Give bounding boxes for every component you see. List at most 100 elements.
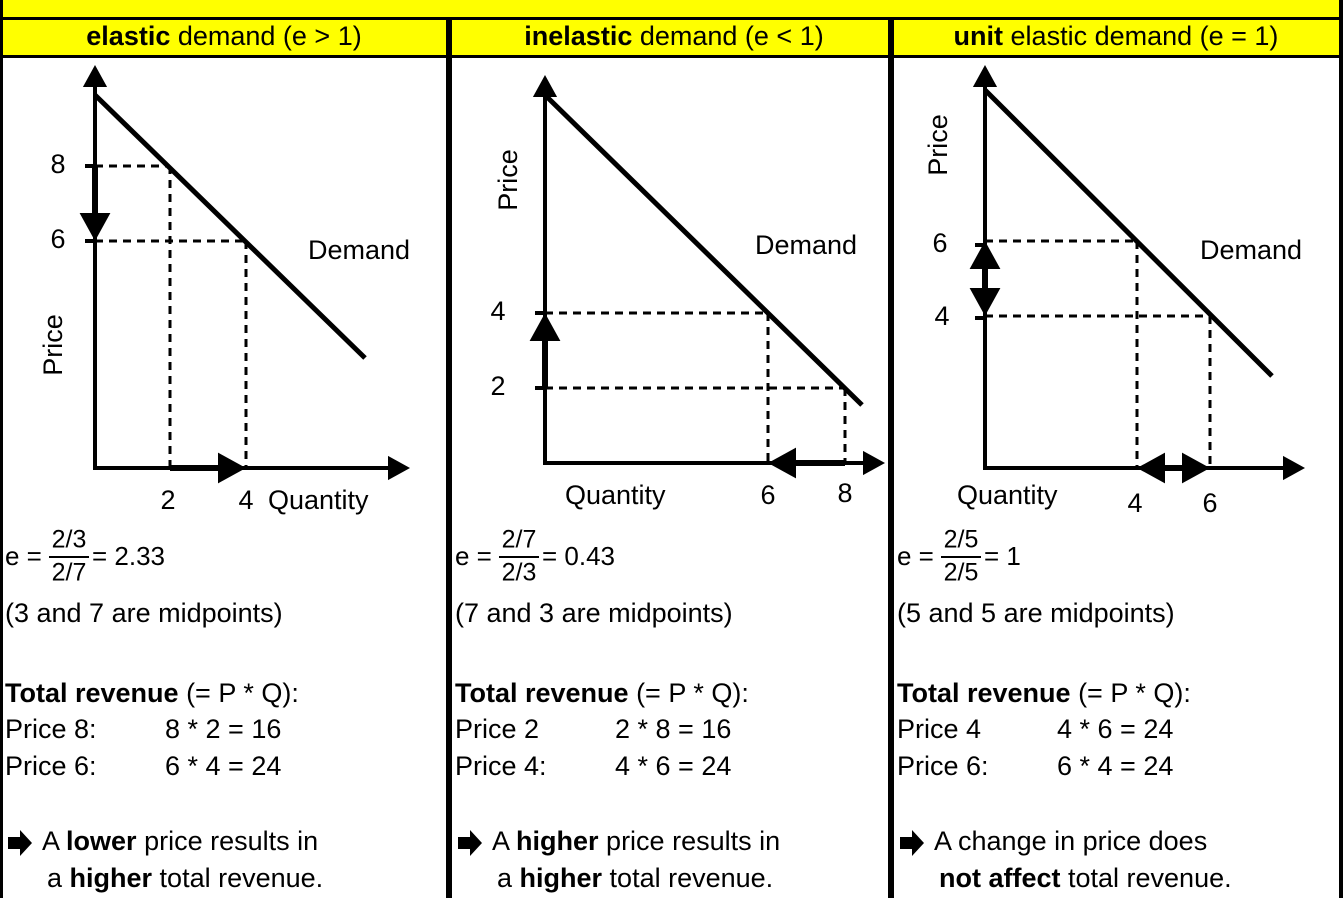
header-rest: demand (e > 1)	[170, 21, 361, 51]
border	[1339, 0, 1343, 898]
revenue-label: Price 6:	[5, 751, 97, 781]
x-axis-label: Quantity	[565, 480, 666, 510]
conclusion-line: not affect total revenue.	[939, 863, 1232, 893]
revenue-calc: 4 * 6 = 24	[1057, 714, 1173, 744]
revenue-calc: 6 * 4 = 24	[1057, 751, 1173, 781]
conclusion-text: higher	[520, 863, 603, 893]
formula-num: 2/7	[502, 526, 537, 554]
bullet-arrow	[458, 830, 482, 856]
arrow-head	[79, 213, 111, 241]
y-tick-label: 2	[490, 371, 505, 401]
x-tick-label: 4	[238, 485, 253, 515]
conclusion-text: total revenue.	[602, 863, 773, 893]
formula-rhs: = 1	[984, 541, 1021, 571]
y-tick-label: 6	[932, 228, 947, 258]
demand-curve	[93, 93, 367, 360]
revenue-rest: (= P * Q):	[629, 678, 749, 708]
revenue-calc: 8 * 2 = 16	[165, 714, 281, 744]
conclusion-text: A change in price does	[934, 826, 1207, 856]
formula-den: 2/3	[502, 559, 537, 587]
conclusion-line: a higher total revenue.	[47, 863, 323, 893]
arrow-head	[1182, 452, 1210, 484]
revenue-label: Price 4:	[455, 751, 547, 781]
y-tick-label: 6	[50, 224, 65, 254]
revenue-bold: Total revenue	[5, 678, 179, 708]
revenue-rest: (= P * Q):	[1071, 678, 1191, 708]
arrow-head	[388, 455, 410, 481]
revenue-label: Price 2	[455, 714, 539, 744]
conclusion-text: total revenue.	[152, 863, 323, 893]
conclusion-text: A	[42, 826, 66, 856]
arrow-head	[969, 241, 1001, 269]
conclusion-text: a	[47, 863, 70, 893]
revenue-calc: 6 * 4 = 24	[165, 751, 281, 781]
conclusion-text: total revenue.	[1061, 863, 1232, 893]
revenue-rest: (= P * Q):	[179, 678, 299, 708]
revenue-calc: 4 * 6 = 24	[615, 751, 731, 781]
formula-den: 2/7	[52, 559, 87, 587]
x-tick-label: 8	[837, 478, 852, 508]
midpoint-note: (3 and 7 are midpoints)	[5, 598, 283, 628]
arrow-head	[972, 65, 998, 87]
header-bold: elastic	[86, 21, 170, 51]
conclusion-line: A change in price does	[934, 826, 1207, 856]
bullet-arrow	[8, 830, 32, 856]
header-bold: unit	[954, 21, 1003, 51]
revenue-bold: Total revenue	[455, 678, 629, 708]
conclusion-text: higher	[70, 863, 153, 893]
conclusion-text: A	[492, 826, 516, 856]
arrow-head	[1137, 452, 1165, 484]
arrow-head	[768, 447, 796, 479]
formula-den: 2/5	[944, 559, 979, 587]
conclusion-text: lower	[66, 826, 137, 856]
rule	[0, 55, 1343, 58]
revenue-title: Total revenue (= P * Q):	[455, 678, 749, 708]
formula-lhs: e =	[897, 541, 934, 571]
conclusion-text: price results in	[137, 826, 319, 856]
x-axis-label: Quantity	[957, 480, 1058, 510]
header-rest: demand (e < 1)	[632, 21, 823, 51]
conclusion-text: price results in	[599, 826, 781, 856]
y-axis-label: Price	[38, 314, 68, 376]
arrow-head	[532, 75, 558, 97]
x-tick-label: 6	[1202, 488, 1217, 518]
revenue-bold: Total revenue	[897, 678, 1071, 708]
y-tick-label: 4	[490, 296, 505, 326]
panel-header: unit elastic demand (e = 1)	[954, 21, 1279, 51]
revenue-calc: 2 * 8 = 16	[615, 714, 731, 744]
midpoint-note: (7 and 3 are midpoints)	[455, 598, 733, 628]
y-axis-label: Price	[493, 149, 523, 211]
curve-label: Demand	[308, 235, 410, 265]
formula-rhs: = 0.43	[542, 541, 615, 571]
midpoint-note: (5 and 5 are midpoints)	[897, 598, 1175, 628]
header-bold: inelastic	[524, 21, 632, 51]
x-tick-label: 6	[760, 480, 775, 510]
formula-num: 2/5	[944, 526, 979, 554]
curve-label: Demand	[755, 230, 857, 260]
revenue-title: Total revenue (= P * Q):	[5, 678, 299, 708]
header-band	[0, 0, 1343, 57]
arrow-head	[1283, 455, 1305, 481]
arrow-head	[218, 452, 246, 484]
panel-header: inelastic demand (e < 1)	[524, 21, 823, 51]
revenue-label: Price 6:	[897, 751, 989, 781]
arrow-head	[529, 313, 561, 341]
border	[0, 0, 3, 898]
bullet-arrow	[900, 830, 924, 856]
divider	[446, 17, 452, 898]
y-tick-label: 8	[50, 149, 65, 179]
x-axis-label: Quantity	[268, 485, 369, 515]
rule	[0, 17, 1343, 20]
formula-lhs: e =	[455, 541, 492, 571]
divider	[888, 17, 894, 898]
formula-lhs: e =	[5, 541, 42, 571]
revenue-title: Total revenue (= P * Q):	[897, 678, 1191, 708]
x-tick-label: 4	[1127, 488, 1142, 518]
conclusion-line: a higher total revenue.	[497, 863, 773, 893]
revenue-label: Price 4	[897, 714, 981, 744]
formula-num: 2/3	[52, 526, 87, 554]
conclusion-line: A lower price results in	[42, 826, 318, 856]
panel-header: elastic demand (e > 1)	[86, 21, 361, 51]
